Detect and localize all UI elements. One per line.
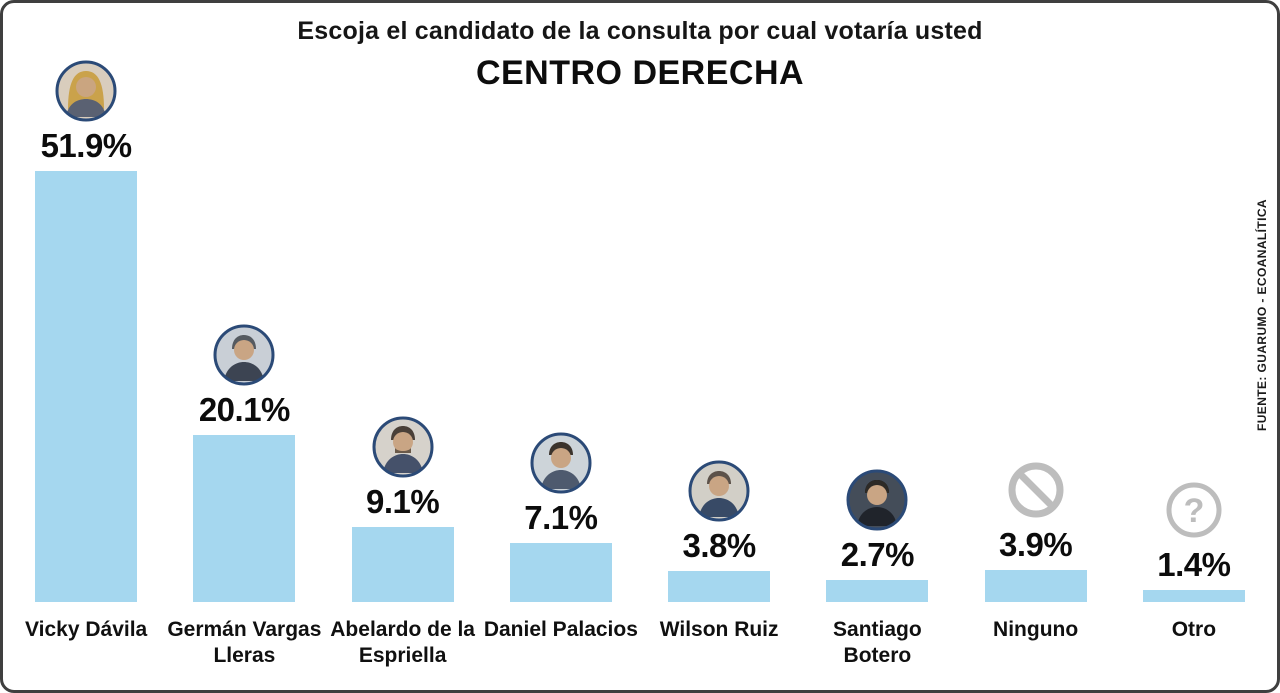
bar <box>1142 590 1245 602</box>
chart-column: 7.1% Daniel Palacios <box>482 3 640 690</box>
bar <box>351 526 454 602</box>
chart-column: 3.8% Wilson Ruiz <box>640 3 798 690</box>
bar <box>826 579 929 602</box>
category-label: Otro <box>1171 618 1217 641</box>
value-label: 9.1% <box>366 482 440 520</box>
chart-column: 20.1% Germán Vargas Lleras <box>165 3 323 690</box>
category-label: Germán Vargas Lleras <box>167 618 322 668</box>
value-label: 3.8% <box>682 526 757 564</box>
avatar-wilson-ruiz <box>687 459 751 523</box>
category-label: Santiago Botero <box>833 618 922 668</box>
value-label: 51.9% <box>40 127 133 165</box>
avatar-santiago-botero <box>845 468 909 532</box>
chart-column: 9.1% Abelardo de la Espriella <box>324 3 482 690</box>
bar <box>668 570 771 602</box>
bar <box>35 171 138 602</box>
chart-column: 2.7% Santiago Botero <box>798 3 956 690</box>
avatar-vicky-davila <box>54 59 118 123</box>
category-label: Vicky Dávila <box>25 618 148 641</box>
value-label: 3.9% <box>999 525 1073 563</box>
value-label: 1.4% <box>1157 546 1231 584</box>
no-symbol-icon <box>1004 458 1068 522</box>
bar-chart: 51.9% Vicky Dávila 20.1% G <box>7 3 1273 690</box>
chart-column: 51.9% Vicky Dávila <box>7 3 165 690</box>
value-label: 20.1% <box>198 391 291 429</box>
category-label: Wilson Ruiz <box>659 618 779 641</box>
svg-text:?: ? <box>1183 492 1204 530</box>
bar <box>193 435 296 602</box>
category-label: Ninguno <box>993 618 1079 641</box>
chart-column: 3.9% Ninguno <box>957 3 1115 690</box>
bar <box>984 569 1087 602</box>
chart-column: ? 1.4% Otro <box>1115 3 1273 690</box>
bar <box>509 543 612 602</box>
avatar-german-vargas-lleras <box>212 323 276 387</box>
avatar-daniel-palacios <box>529 431 593 495</box>
category-label: Abelardo de la Espriella <box>330 618 475 668</box>
avatar-abelardo-de-la-espriella <box>371 415 435 479</box>
category-label: Daniel Palacios <box>483 618 638 641</box>
question-mark-icon: ? <box>1162 478 1226 542</box>
value-label: 7.1% <box>524 499 598 537</box>
value-label: 2.7% <box>840 535 915 573</box>
